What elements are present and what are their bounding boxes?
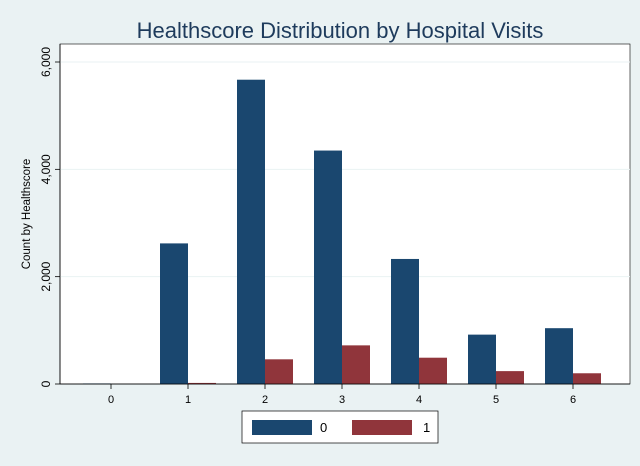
bar-0-2 xyxy=(237,79,265,385)
legend-swatch-1 xyxy=(352,420,412,435)
x-tick-label: 2 xyxy=(262,394,268,406)
chart-title: Healthscore Distribution by Hospital Vis… xyxy=(137,18,544,43)
bar-0-3 xyxy=(314,150,342,384)
y-ticks: 0 2,000 4,000 6,000 xyxy=(39,47,60,387)
x-tick-label: 4 xyxy=(416,394,422,406)
bar-1-6 xyxy=(573,373,601,384)
legend-label-1: 1 xyxy=(423,420,430,435)
bar-1-3 xyxy=(342,345,370,384)
x-tick-label: 0 xyxy=(108,394,114,406)
bars-layer xyxy=(83,79,601,385)
x-tick-label: 3 xyxy=(339,394,345,406)
y-axis-label: Count by Healthscore xyxy=(21,159,33,270)
bar-1-4 xyxy=(419,357,447,384)
bar-0-1 xyxy=(160,243,188,384)
bar-0-5 xyxy=(468,334,496,384)
bar-1-1 xyxy=(188,382,216,384)
legend-label-0: 0 xyxy=(320,420,327,435)
y-tick-label: 2,000 xyxy=(39,261,53,291)
x-ticks: 0 1 2 3 4 5 6 xyxy=(108,384,576,406)
y-tick-label: 0 xyxy=(39,380,53,387)
bar-0-6 xyxy=(545,328,573,384)
grid-layer xyxy=(60,61,630,278)
y-tick-label: 6,000 xyxy=(39,47,53,77)
x-tick-label: 5 xyxy=(493,394,499,406)
y-tick-label: 4,000 xyxy=(39,154,53,184)
bar-1-2 xyxy=(265,359,293,384)
x-tick-label: 6 xyxy=(570,394,576,406)
bar-0-4 xyxy=(391,258,419,384)
x-tick-label: 1 xyxy=(185,394,191,406)
bar-1-5 xyxy=(496,371,524,384)
plot-area xyxy=(59,43,631,385)
legend-swatch-0 xyxy=(252,420,312,435)
